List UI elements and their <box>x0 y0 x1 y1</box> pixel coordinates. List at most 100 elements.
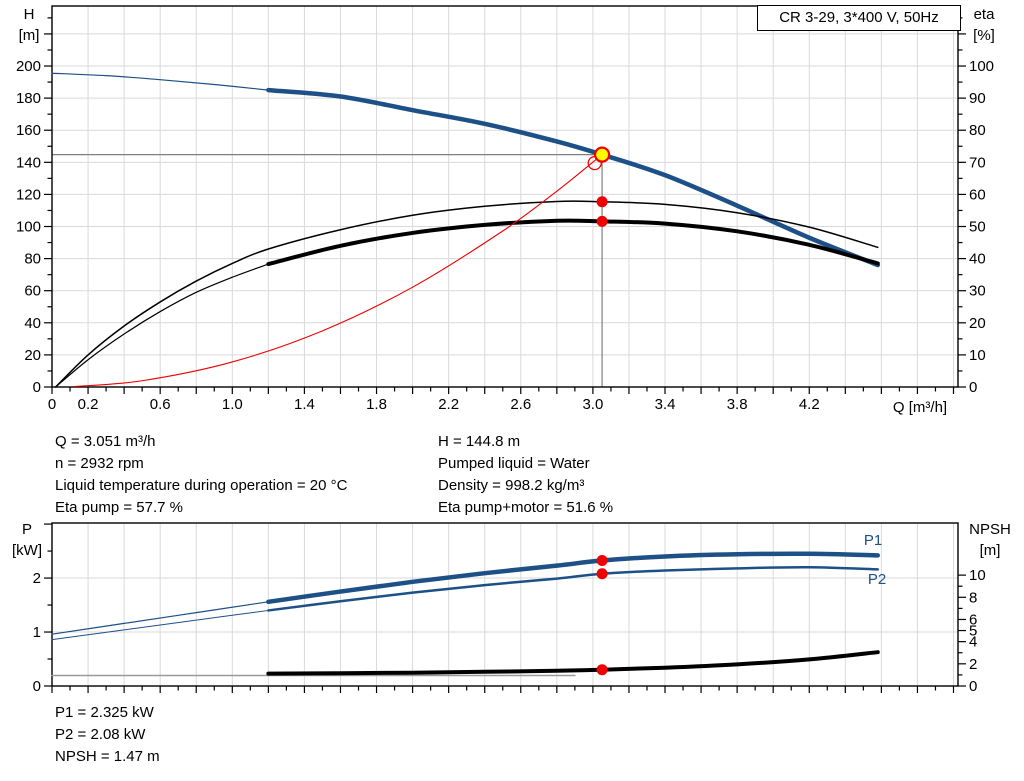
left-tick-label: 40 <box>24 315 41 332</box>
npsh-dot <box>596 664 608 676</box>
info-line-q: Q = 3.051 m³/h <box>55 433 156 450</box>
right-tick-label: 5 <box>969 623 977 640</box>
right-tick-label: 20 <box>969 315 986 332</box>
info-line-density: Density = 998.2 kg/m³ <box>438 477 585 494</box>
info-line-p1: P1 = 2.325 kW <box>55 704 154 721</box>
eta-pump-dot <box>596 196 608 208</box>
info-line-h: H = 144.8 m <box>438 433 521 450</box>
right-tick-label: 40 <box>969 251 986 268</box>
x-tick-label: 1.0 <box>222 396 243 413</box>
left-tick-label: 140 <box>16 154 41 171</box>
npsh-axis-title-symbol: NPSH <box>969 521 1011 538</box>
info-line-liquid-temp: Liquid temperature during operation = 20… <box>55 477 348 494</box>
right-tick-label: 90 <box>969 90 986 107</box>
left-tick-label: 80 <box>24 251 41 268</box>
axis-ticks <box>44 523 966 693</box>
left-tick-label: 180 <box>16 90 41 107</box>
duty-info-column-1: Q = 3.051 m³/h n = 2932 rpm Liquid tempe… <box>55 431 347 519</box>
x-tick-label: 3.0 <box>582 396 603 413</box>
left-tick-label: 60 <box>24 283 41 300</box>
plot-border <box>51 5 959 388</box>
q-axis-title: Q [m³/h] <box>892 399 948 416</box>
npsh-curve <box>266 650 880 676</box>
info-line-n: n = 2932 rpm <box>55 455 144 472</box>
curve-label-p1: P1 <box>864 532 882 549</box>
left-tick-label: 0 <box>33 678 41 695</box>
left-tick-label: 120 <box>16 186 41 203</box>
duty-crosshair <box>52 154 603 387</box>
eta-pump-curve <box>54 200 879 388</box>
system-curve <box>73 154 603 388</box>
right-tick-label: 50 <box>969 219 986 236</box>
x-tick-label: 0.2 <box>78 396 99 413</box>
right-tick-label: 8 <box>969 589 977 606</box>
info-line-pumped-liquid: Pumped liquid = Water <box>438 455 590 472</box>
duty-point-marker[interactable] <box>593 146 611 163</box>
h-axis-title-symbol: H <box>23 6 35 23</box>
p1-curve-thin <box>51 601 269 635</box>
right-tick-label: 10 <box>969 347 986 364</box>
left-tick-label: 20 <box>24 347 41 364</box>
axis-ticks <box>44 17 966 394</box>
info-line-eta-pump: Eta pump = 57.7 % <box>55 499 183 516</box>
left-tick-label: 160 <box>16 122 41 139</box>
npsh-axis-title-unit: [m] <box>979 542 1001 559</box>
chart-pn: 0 1 2 0 2 456 8 10 P1 P2 <box>33 522 986 695</box>
info-line-npsh: NPSH = 1.47 m <box>55 748 160 765</box>
left-tick-label: 100 <box>16 219 41 236</box>
power-info-block: P1 = 2.325 kW P2 = 2.08 kW NPSH = 1.47 m <box>55 702 160 768</box>
h-axis-title-unit: [m] <box>18 27 40 44</box>
eta-axis-title-unit: [%] <box>973 27 995 44</box>
x-tick-label: 2.2 <box>438 396 459 413</box>
x-tick-label: 3.8 <box>727 396 748 413</box>
h-axis-title: H [m] <box>8 4 50 46</box>
p2-curve <box>267 565 880 612</box>
right-tick-label: 2 <box>969 656 977 673</box>
curve-label-p2: P2 <box>868 571 886 588</box>
right-tick-label: 0 <box>969 678 977 695</box>
x-tick-label: 3.4 <box>655 396 676 413</box>
right-tick-label: 80 <box>969 122 986 139</box>
gridlines <box>52 6 958 387</box>
p-axis-title: P [kW] <box>6 519 48 561</box>
right-tick-label: 4 <box>969 634 977 651</box>
duty-info-column-2: H = 144.8 m Pumped liquid = Water Densit… <box>438 431 613 519</box>
gridlines <box>52 523 958 686</box>
x-tick-label: 2.6 <box>510 396 531 413</box>
x-tick-label: 1.8 <box>366 396 387 413</box>
p-axis-title-unit: [kW] <box>12 542 42 559</box>
left-tick-label: 1 <box>33 624 41 641</box>
npsh-axis-title: NPSH [m] <box>960 519 1020 561</box>
left-tick-label: 0 <box>33 379 41 396</box>
eta-axis-title: eta [%] <box>962 4 1006 46</box>
left-tick-label: 2 <box>33 570 41 587</box>
right-tick-label: 0 <box>969 379 977 396</box>
x-tick-label: 1.4 <box>294 396 315 413</box>
p1-curve <box>266 551 881 605</box>
right-tick-label: 60 <box>969 186 986 203</box>
right-tick-label: 70 <box>969 154 986 171</box>
right-tick-label: 100 <box>969 58 994 75</box>
eta-pump-motor-dot <box>596 215 608 227</box>
chart-hq: 0 0.2 0.6 1.0 1.4 1.8 2.2 2.6 3.0 3.4 3.8 4.2 0 20 40 6… <box>16 5 994 413</box>
left-tick-label: 200 <box>16 58 41 75</box>
x-tick-label: 0 <box>48 396 56 413</box>
info-line-eta-pump-motor: Eta pump+motor = 51.6 % <box>438 499 614 516</box>
info-line-p2: P2 = 2.08 kW <box>55 726 146 743</box>
p2-dot <box>596 568 608 580</box>
h-curve-thin <box>51 72 269 91</box>
right-tick-label: 6 <box>969 611 977 628</box>
p1-dot <box>596 555 608 567</box>
plot-border <box>51 522 959 687</box>
pump-model-box: CR 3-29, 3*400 V, 50Hz <box>757 5 961 31</box>
h-curve <box>266 87 881 268</box>
x-tick-label: 0.6 <box>150 396 171 413</box>
eta-pump-motor-curve-thin <box>55 263 269 388</box>
right-tick-label: 10 <box>969 567 986 584</box>
p2-curve-thin <box>51 609 269 641</box>
x-tick-label: 4.2 <box>799 396 820 413</box>
p-axis-title-symbol: P <box>21 521 32 538</box>
right-tick-label: 30 <box>969 283 986 300</box>
